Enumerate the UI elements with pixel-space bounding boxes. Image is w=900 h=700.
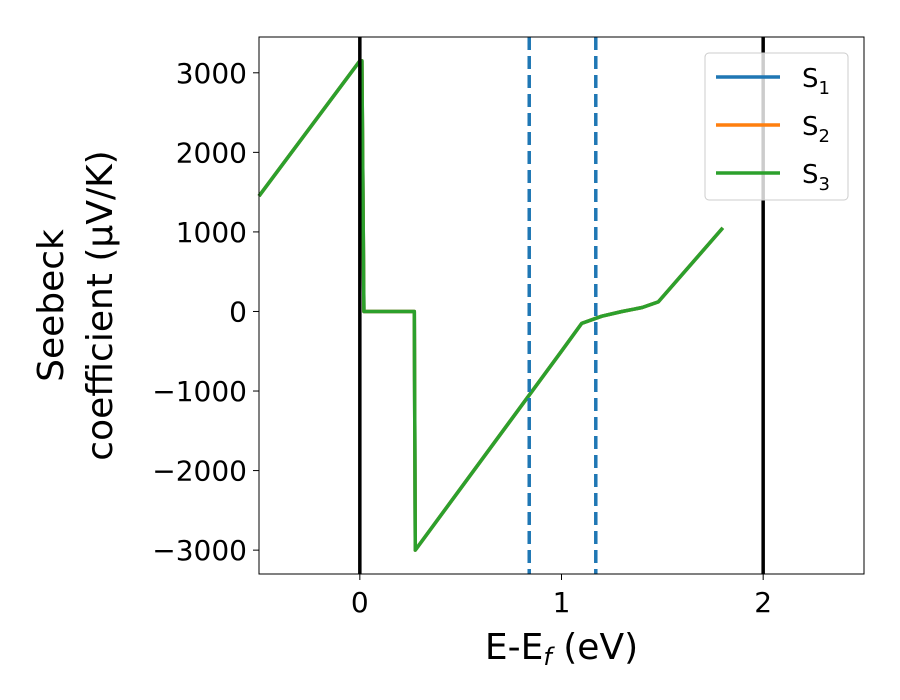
x-axis-label-main: E-E [485, 627, 543, 668]
legend: S1 S2 S3 [704, 52, 849, 201]
x-axis-label-unit: (eV) [552, 627, 638, 668]
legend-label-2: S2 [802, 112, 830, 147]
y-axis-label-line1: Seebeck [31, 229, 72, 382]
y-tick-label: 2000 [176, 136, 247, 169]
series-line-3 [257, 59, 725, 552]
plot-lines [257, 37, 765, 574]
y-tick-label: −1000 [152, 375, 247, 408]
y-tick-label: −3000 [152, 534, 247, 567]
x-tick-label: 2 [754, 586, 772, 619]
x-axis-label: E-Ef (eV) [485, 627, 638, 671]
y-tick-label: 3000 [176, 57, 247, 90]
y-axis-label: Seebeck coefficient (μV/K) [31, 150, 121, 460]
y-tick-label: −2000 [152, 455, 247, 488]
x-tick-label: 1 [553, 586, 571, 619]
y-axis-label-line2: coefficient (μV/K) [80, 150, 121, 460]
y-tick-label: 1000 [176, 216, 247, 249]
x-tick-label: 0 [351, 586, 369, 619]
y-tick-label: 0 [229, 295, 247, 328]
legend-label-3: S3 [802, 160, 830, 195]
axis-ticks: 0 1 2 3000 2000 1000 0 −1000 −2000 −3000 [152, 57, 772, 619]
legend-label-1: S1 [802, 64, 830, 99]
